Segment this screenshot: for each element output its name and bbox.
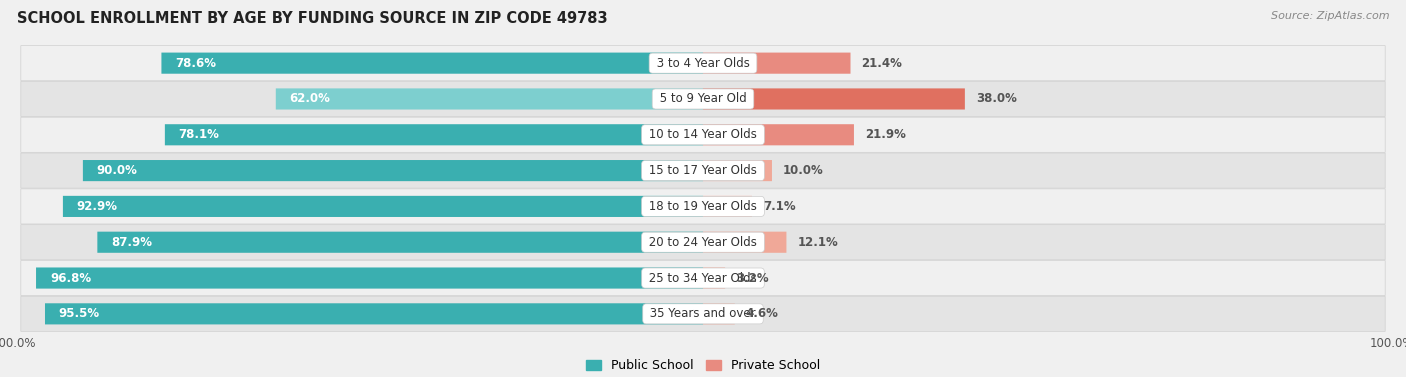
FancyBboxPatch shape: [703, 267, 725, 289]
FancyBboxPatch shape: [276, 88, 703, 110]
FancyBboxPatch shape: [21, 117, 1385, 152]
Text: 21.9%: 21.9%: [865, 128, 905, 141]
FancyBboxPatch shape: [21, 46, 1385, 81]
Text: 4.6%: 4.6%: [745, 307, 779, 320]
FancyBboxPatch shape: [162, 52, 703, 74]
Text: 78.1%: 78.1%: [179, 128, 219, 141]
FancyBboxPatch shape: [21, 225, 1385, 260]
FancyBboxPatch shape: [165, 124, 703, 146]
FancyBboxPatch shape: [703, 231, 786, 253]
FancyBboxPatch shape: [703, 88, 965, 110]
FancyBboxPatch shape: [21, 296, 1385, 331]
Text: Source: ZipAtlas.com: Source: ZipAtlas.com: [1271, 11, 1389, 21]
FancyBboxPatch shape: [83, 160, 703, 181]
FancyBboxPatch shape: [45, 303, 703, 325]
Text: 5 to 9 Year Old: 5 to 9 Year Old: [655, 92, 751, 106]
Text: 21.4%: 21.4%: [862, 57, 903, 70]
FancyBboxPatch shape: [703, 124, 853, 146]
Text: 15 to 17 Year Olds: 15 to 17 Year Olds: [645, 164, 761, 177]
FancyBboxPatch shape: [21, 153, 1385, 188]
FancyBboxPatch shape: [21, 189, 1385, 224]
FancyBboxPatch shape: [703, 160, 772, 181]
Text: 87.9%: 87.9%: [111, 236, 152, 249]
FancyBboxPatch shape: [63, 196, 703, 217]
Text: 10 to 14 Year Olds: 10 to 14 Year Olds: [645, 128, 761, 141]
Text: 3 to 4 Year Olds: 3 to 4 Year Olds: [652, 57, 754, 70]
Text: 92.9%: 92.9%: [77, 200, 118, 213]
Text: 38.0%: 38.0%: [976, 92, 1017, 106]
Text: SCHOOL ENROLLMENT BY AGE BY FUNDING SOURCE IN ZIP CODE 49783: SCHOOL ENROLLMENT BY AGE BY FUNDING SOUR…: [17, 11, 607, 26]
FancyBboxPatch shape: [703, 303, 735, 325]
Text: 20 to 24 Year Olds: 20 to 24 Year Olds: [645, 236, 761, 249]
Text: 12.1%: 12.1%: [797, 236, 838, 249]
FancyBboxPatch shape: [21, 81, 1385, 116]
Text: 78.6%: 78.6%: [176, 57, 217, 70]
Text: 25 to 34 Year Olds: 25 to 34 Year Olds: [645, 271, 761, 285]
Text: 62.0%: 62.0%: [290, 92, 330, 106]
Text: 3.2%: 3.2%: [737, 271, 769, 285]
FancyBboxPatch shape: [703, 196, 752, 217]
Text: 18 to 19 Year Olds: 18 to 19 Year Olds: [645, 200, 761, 213]
FancyBboxPatch shape: [703, 52, 851, 74]
Text: 95.5%: 95.5%: [59, 307, 100, 320]
FancyBboxPatch shape: [21, 261, 1385, 296]
FancyBboxPatch shape: [97, 231, 703, 253]
FancyBboxPatch shape: [37, 267, 703, 289]
Text: 10.0%: 10.0%: [783, 164, 824, 177]
Text: 35 Years and over: 35 Years and over: [647, 307, 759, 320]
Text: 96.8%: 96.8%: [49, 271, 91, 285]
Text: 90.0%: 90.0%: [97, 164, 138, 177]
Text: 7.1%: 7.1%: [763, 200, 796, 213]
Legend: Public School, Private School: Public School, Private School: [581, 354, 825, 377]
